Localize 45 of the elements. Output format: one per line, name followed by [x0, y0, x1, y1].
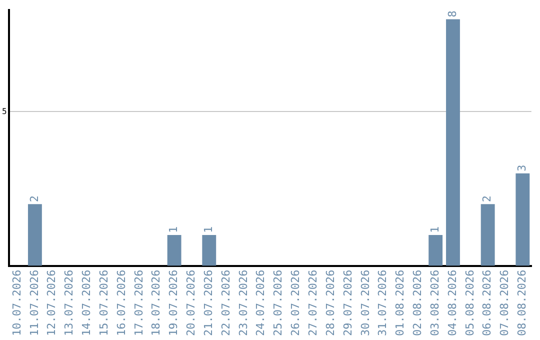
x-tick-label: 31.07.2026 [376, 270, 390, 336]
data-label: 1 [202, 226, 215, 233]
data-label: 2 [480, 196, 494, 202]
bar [428, 234, 443, 266]
x-tick-label: 24.07.2026 [254, 270, 268, 336]
x-tick-label: 28.07.2026 [324, 270, 337, 336]
x-tick-label: 13.07.2026 [62, 270, 76, 336]
x-tick-label: 19.07.2026 [167, 270, 180, 336]
x-tick-label: 04.08.2026 [446, 270, 459, 336]
x-tick-label: 10.07.2026 [10, 270, 24, 336]
bar [480, 204, 495, 266]
data-label: 8 [446, 10, 459, 18]
x-tick-label: 22.07.2026 [219, 270, 232, 336]
x-tick-label: 26.07.2026 [289, 270, 302, 336]
x-tick-label: 23.07.2026 [236, 270, 250, 336]
x-tick-label: 20.07.2026 [184, 270, 198, 336]
x-tick-label: 30.07.2026 [358, 270, 372, 336]
data-label: 1 [428, 226, 442, 233]
x-tick-label: 01.08.2026 [394, 270, 407, 336]
bar [516, 173, 530, 266]
data-label: 1 [167, 226, 180, 233]
x-tick-label: 16.07.2026 [114, 270, 128, 336]
x-tick-label: 12.07.2026 [45, 270, 58, 336]
data-label: 2 [28, 196, 41, 202]
x-tick-label: 17.07.2026 [132, 270, 146, 336]
x-tick-label: 29.07.2026 [341, 270, 354, 336]
x-tick-label: 11.07.2026 [28, 270, 41, 336]
bar [202, 234, 216, 266]
x-tick-label: 05.08.2026 [463, 270, 476, 336]
x-tick-label: 06.08.2026 [480, 270, 494, 336]
x-tick-label: 02.08.2026 [411, 270, 424, 336]
x-tick-label: 18.07.2026 [150, 270, 163, 336]
x-tick-label: 25.07.2026 [272, 270, 285, 336]
bar [446, 19, 460, 266]
x-tick-label: 07.08.2026 [498, 270, 512, 336]
data-label: 3 [516, 164, 529, 172]
x-tick-label: 27.07.2026 [306, 270, 320, 336]
x-tick-label: 14.07.2026 [80, 270, 94, 336]
x-tick-label: 21.07.2026 [202, 270, 215, 336]
x-tick-label: 03.08.2026 [428, 270, 442, 336]
x-tick-label: 08.08.2026 [516, 270, 529, 336]
bar [28, 204, 42, 266]
y-tick-label: 5 [2, 106, 7, 116]
x-tick-label: 15.07.2026 [97, 270, 110, 336]
bar [167, 234, 182, 266]
